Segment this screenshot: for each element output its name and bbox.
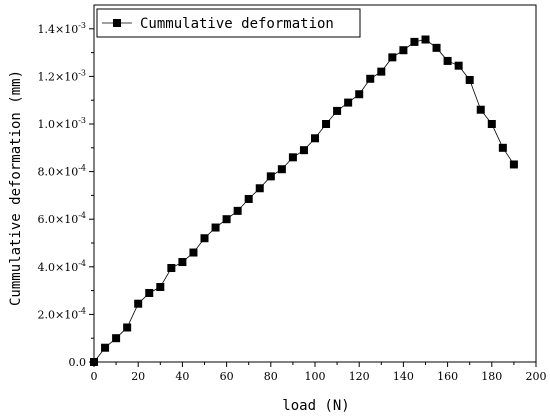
data-point xyxy=(145,288,154,297)
y-tick-label: 1.0×10-3 xyxy=(37,116,86,131)
data-point xyxy=(410,37,419,46)
data-point xyxy=(200,234,209,243)
y-tick-label: 4.0×10-4 xyxy=(37,259,86,274)
y-axis-title: Cummulative deformation (mm) xyxy=(8,70,24,306)
x-axis-ticks: 0 20 40 60 80 100 120 140 160 180 200 xyxy=(91,362,547,383)
x-tick-label: 200 xyxy=(526,370,547,383)
data-point xyxy=(322,120,331,128)
data-point xyxy=(266,172,275,181)
y-tick-label: 2.0×10-4 xyxy=(37,306,86,321)
data-point xyxy=(211,223,220,232)
y-tick-label: 1.2×10-3 xyxy=(37,68,86,83)
data-point xyxy=(167,263,176,272)
y-tick-label: 8.0×10-4 xyxy=(37,164,86,179)
series-line xyxy=(93,39,515,363)
data-point xyxy=(344,98,353,107)
data-point xyxy=(388,53,397,62)
data-point xyxy=(222,215,231,224)
legend: Cummulative deformation xyxy=(96,8,361,38)
data-point xyxy=(156,283,165,292)
data-point xyxy=(476,105,485,114)
x-tick-label: 100 xyxy=(305,370,326,383)
x-tick-label: 140 xyxy=(393,370,414,383)
data-point xyxy=(123,323,132,332)
x-tick-label: 0 xyxy=(91,370,98,383)
y-tick-label: 1.4×10-3 xyxy=(37,21,86,36)
data-point xyxy=(233,206,242,215)
axes xyxy=(93,4,537,363)
data-point xyxy=(454,61,463,70)
y-tick-label: 0.0 xyxy=(69,356,87,369)
x-axis-title: load (N) xyxy=(282,398,349,414)
data-point xyxy=(366,74,375,83)
legend-box xyxy=(96,8,361,38)
data-point xyxy=(377,67,386,76)
data-point xyxy=(509,160,518,169)
data-point xyxy=(432,43,441,52)
data-point xyxy=(288,153,297,162)
data-point xyxy=(178,258,187,267)
series-group xyxy=(90,35,518,366)
y-tick-label: 6.0×10-4 xyxy=(37,211,86,226)
data-point xyxy=(244,194,253,203)
x-tick-label: 180 xyxy=(481,370,502,383)
plot-frame xyxy=(93,4,537,363)
data-point xyxy=(90,358,98,366)
x-tick-label: 160 xyxy=(437,370,458,383)
data-point xyxy=(399,46,408,55)
x-tick-label: 120 xyxy=(349,370,370,383)
data-point xyxy=(443,56,452,65)
data-point xyxy=(355,90,364,99)
data-point xyxy=(465,75,474,84)
y-axis-ticks: 0.0 2.0×10-4 4.0×10-4 6.0×10-4 8.0×10-4 1.0×1… xyxy=(37,21,94,369)
data-point xyxy=(189,248,198,257)
data-point xyxy=(255,184,264,193)
x-tick-label: 40 xyxy=(175,370,189,383)
x-tick-label: 20 xyxy=(131,370,145,383)
data-point xyxy=(101,343,110,352)
x-tick-label: 80 xyxy=(264,370,278,383)
data-point xyxy=(487,120,496,128)
legend-marker xyxy=(113,19,121,27)
data-point xyxy=(277,165,286,174)
data-point xyxy=(134,299,143,308)
data-point xyxy=(421,35,430,44)
data-point xyxy=(498,143,507,152)
data-point xyxy=(333,106,342,115)
data-point xyxy=(112,334,121,343)
x-tick-label: 60 xyxy=(220,370,234,383)
data-point xyxy=(311,134,319,143)
data-point xyxy=(299,146,308,155)
legend-label: Cummulative deformation xyxy=(140,16,334,32)
